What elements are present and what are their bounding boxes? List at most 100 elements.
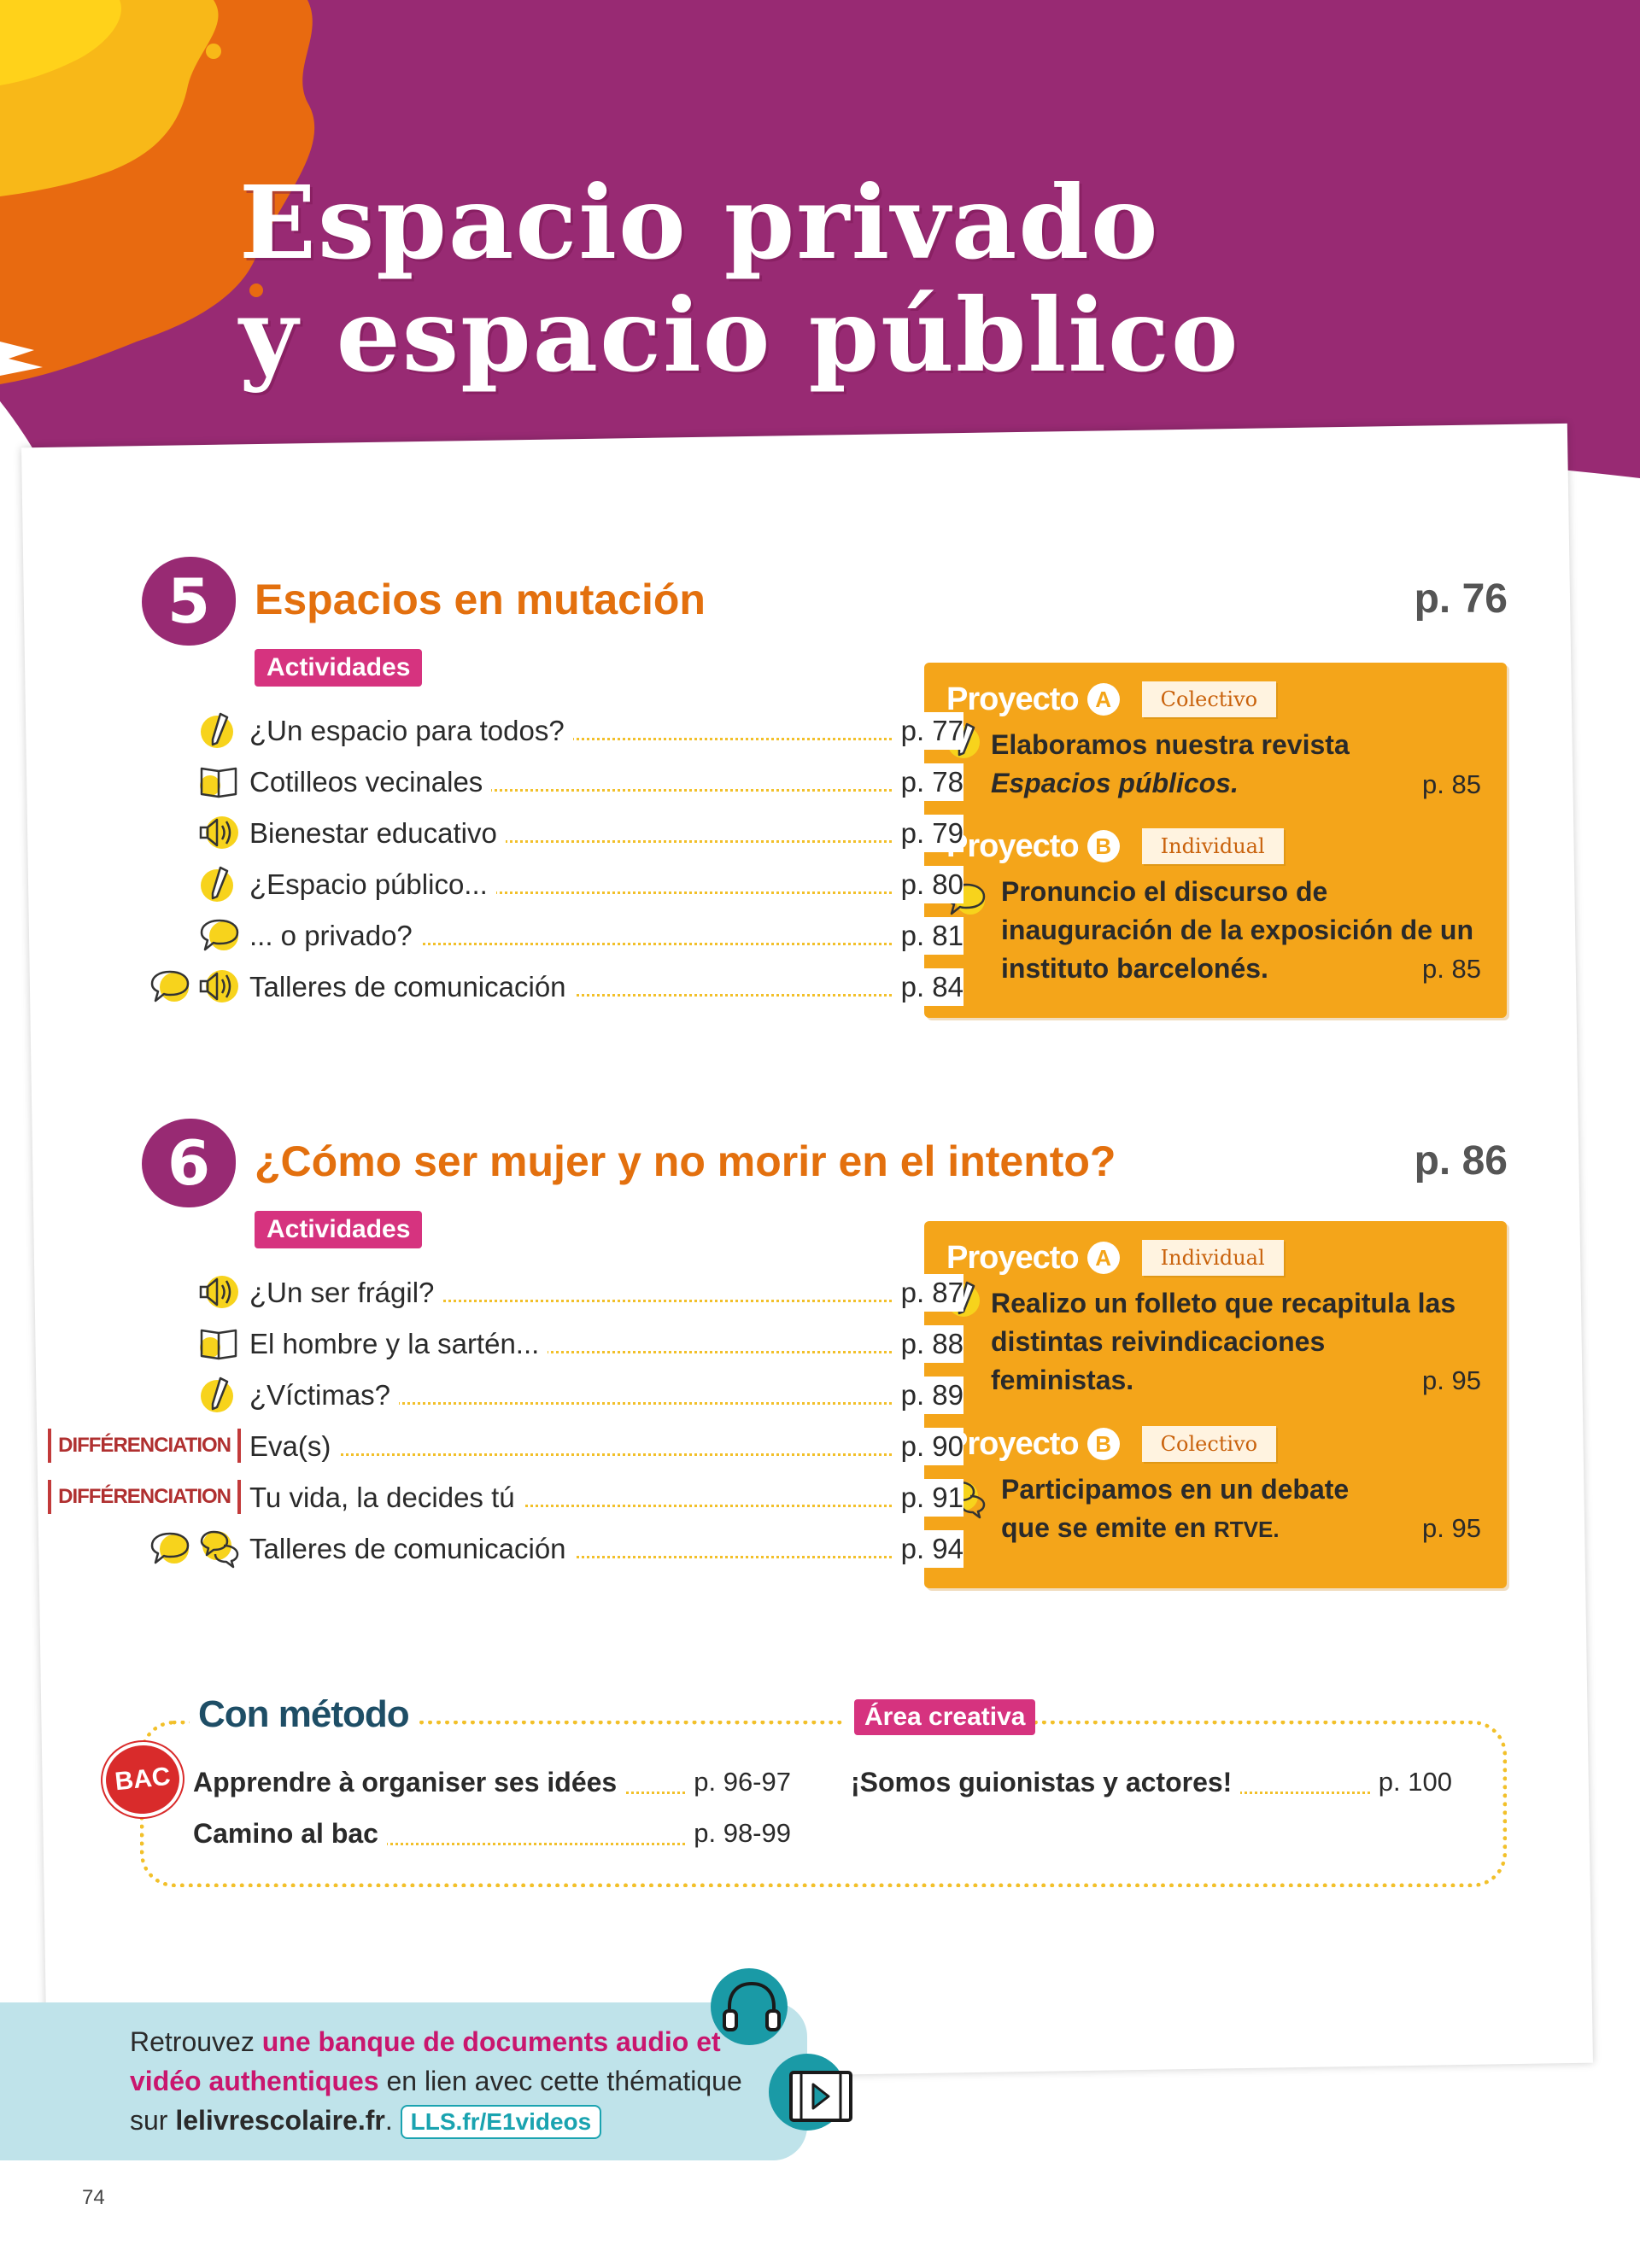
activity-label: ¿Un ser frágil? [249, 1274, 443, 1312]
chapter-6-page: p. 86 [1414, 1138, 1508, 1184]
project-b-description[interactable]: Pronuncio el discurso de inauguración de… [1001, 876, 1473, 984]
activity-label: Talleres de comunicación [249, 968, 575, 1006]
creative-item-page: p. 100 [1371, 1761, 1452, 1803]
project-letter-badge: B [1086, 830, 1120, 862]
headphones-icon[interactable] [711, 1968, 788, 2045]
activity-row[interactable]: ¿Espacio público... p. 80 [104, 859, 975, 910]
creative-item-label: ¡Somos guionistas y actores! [851, 1761, 1241, 1803]
video-film-icon[interactable] [769, 2054, 852, 2131]
activity-page: p. 77 [893, 712, 964, 750]
activity-label: Bienestar educativo [249, 815, 506, 852]
method-item[interactable]: Apprendre à organiser ses idées p. 96-97 [193, 1761, 791, 1803]
activity-label: Tu vida, la decides tú [249, 1479, 524, 1517]
video-link[interactable]: LLS.fr/E1videos [400, 2105, 602, 2139]
chapter-6-title[interactable]: ¿Cómo ser mujer y no morir en el intento… [255, 1137, 1116, 1185]
project-b-header: Proyecto B Individual [946, 825, 1284, 868]
activity-label: ¿Espacio público... [249, 866, 496, 903]
leader-dots [258, 1505, 912, 1507]
activity-row[interactable]: ¿Un ser frágil? p. 87 [104, 1267, 975, 1318]
project-b-description[interactable]: Participamos en un debate que se emite e… [1001, 1474, 1350, 1543]
page-title-line2: y espacio público [239, 276, 1240, 395]
project-a-page: p. 95 [1422, 1365, 1481, 1395]
speech-bubble-icon [150, 970, 190, 1002]
activity-row[interactable]: Bienestar educativo p. 79 [104, 808, 975, 859]
leader-dots [258, 891, 912, 894]
page-title-line1: Espacio privado [239, 163, 1160, 282]
chapter-6-number-badge: 6 [142, 1119, 236, 1207]
project-b-header: Proyecto B Colectivo [946, 1423, 1277, 1465]
project-type-label: Individual [1141, 828, 1284, 864]
audio-icon [199, 970, 238, 1002]
area-creativa-badge: Área creativa [854, 1699, 1036, 1735]
activity-row[interactable]: Talleres de comunicación p. 84 [104, 962, 975, 1013]
activity-page: p. 80 [893, 866, 964, 903]
chapter-5-projects-box: Proyecto A Colectivo Elaboramos nuestra … [924, 663, 1507, 1018]
audio-icon [199, 816, 238, 849]
chapter-5-page: p. 76 [1414, 576, 1508, 622]
method-item-label: Camino al bac [193, 1812, 387, 1855]
project-word: Proyecto [946, 827, 1080, 864]
project-b-page: p. 95 [1422, 1513, 1481, 1543]
chapter-5-title[interactable]: Espacios en mutación [255, 576, 706, 623]
activity-label: Eva(s) [249, 1428, 340, 1465]
leader-dots [202, 1843, 757, 1845]
activity-row[interactable]: ... o privado? p. 81 [104, 910, 975, 962]
activity-page: p. 84 [893, 968, 964, 1006]
method-title: Con método [190, 1691, 418, 1739]
project-word: Proyecto [946, 1239, 1080, 1276]
project-a-description[interactable]: Realizo un folleto que recapitula las di… [991, 1288, 1456, 1395]
project-word: Proyecto [946, 681, 1080, 717]
activity-row[interactable]: Talleres de comunicación p. 94 [104, 1523, 975, 1575]
activity-row[interactable]: DIFFÉRENCIATION Tu vida, la decides tú p… [48, 1472, 975, 1523]
dialogue-icon [200, 1530, 239, 1569]
activity-label: Talleres de comunicación [249, 1530, 575, 1568]
activity-row[interactable]: ¿Víctimas? p. 89 [104, 1370, 975, 1421]
creative-item[interactable]: ¡Somos guionistas y actores! p. 100 [851, 1761, 1452, 1803]
pencil-icon [201, 1377, 233, 1412]
activity-page: p. 91 [893, 1479, 964, 1517]
method-item[interactable]: Camino al bac p. 98-99 [193, 1812, 791, 1855]
activity-row[interactable]: El hombre y la sartén... p. 88 [104, 1318, 975, 1370]
activity-page: p. 88 [893, 1325, 964, 1363]
leader-dots [258, 738, 912, 740]
leader-dots [258, 789, 912, 792]
activity-label: ¿Un espacio para todos? [249, 712, 573, 750]
speech-bubble-icon [200, 919, 239, 951]
pencil-icon [201, 712, 233, 748]
activity-label: ... o privado? [249, 917, 421, 955]
chapter-6-activities-badge: Actividades [255, 1211, 423, 1248]
leader-dots [258, 1556, 912, 1558]
activity-page: p. 78 [893, 763, 964, 801]
chapter-5-activities-badge: Actividades [255, 649, 423, 687]
paint-splash-decoration [0, 0, 315, 384]
activity-row[interactable]: ¿Un espacio para todos? p. 77 [104, 705, 975, 757]
activity-page: p. 87 [893, 1274, 964, 1312]
info-text: Retrouvez une banque de documents audio … [130, 2022, 779, 2140]
project-letter-badge: A [1086, 1242, 1120, 1274]
info-highlight: une banque de documents audio et vidéo a… [130, 2026, 721, 2096]
activity-label: ¿Víctimas? [249, 1377, 400, 1414]
leader-dots [258, 994, 912, 997]
chapter-6-projects-box: Proyecto A Individual Realizo un folleto… [924, 1221, 1507, 1588]
audio-icon [199, 1276, 238, 1308]
leader-dots [258, 1351, 912, 1353]
project-letter-badge: A [1086, 683, 1120, 716]
activity-row[interactable]: Cotilleos vecinales p. 78 [104, 757, 975, 808]
speech-bubble-icon [150, 1532, 190, 1564]
project-a-header: Proyecto A Colectivo [946, 678, 1277, 721]
project-a-description[interactable]: Elaboramos nuestra revista Espacios públ… [991, 729, 1350, 798]
project-type-label: Colectivo [1141, 681, 1277, 717]
activity-page: p. 81 [893, 917, 964, 955]
activity-label: Cotilleos vecinales [249, 763, 492, 801]
site-name[interactable]: lelivrescolaire.fr [175, 2105, 385, 2136]
activity-page: p. 94 [893, 1530, 964, 1568]
project-a-page: p. 85 [1422, 769, 1481, 799]
method-item-label: Apprendre à organiser ses idées [193, 1761, 626, 1803]
project-type-label: Colectivo [1141, 1426, 1277, 1462]
differenciation-tag: DIFFÉRENCIATION [48, 1429, 241, 1463]
activity-row[interactable]: DIFFÉRENCIATION Eva(s) p. 90 [48, 1421, 975, 1472]
chapter-5-number-badge: 5 [142, 557, 236, 646]
activity-page: p. 79 [893, 815, 964, 852]
project-type-label: Individual [1141, 1240, 1284, 1276]
leader-dots [258, 1402, 912, 1405]
